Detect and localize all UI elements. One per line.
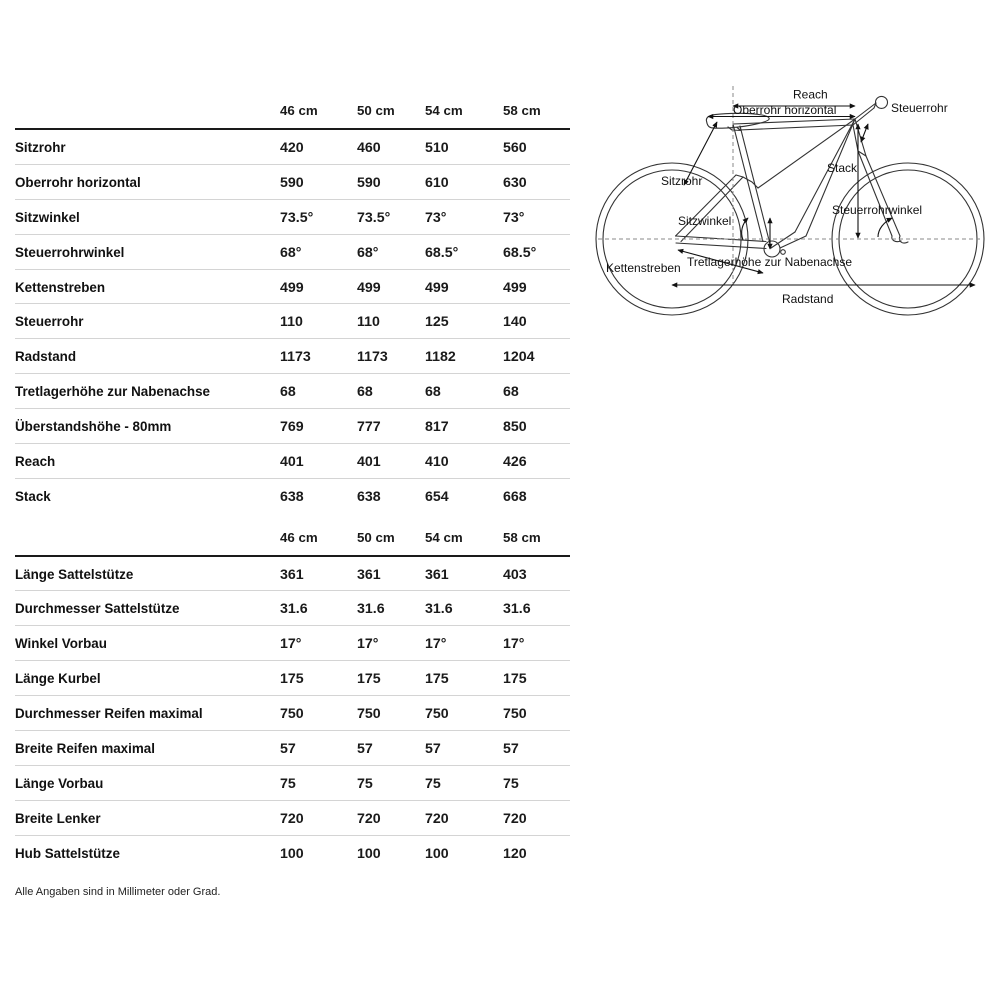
svg-text:Sitzrohr: Sitzrohr [661,174,702,188]
svg-text:Stack: Stack [827,161,858,175]
svg-text:Kettenstreben: Kettenstreben [606,261,681,275]
svg-text:Oberrohr horizontal: Oberrohr horizontal [733,103,836,117]
svg-text:Radstand: Radstand [782,292,833,306]
svg-text:Tretlagerhöhe zur Nabenachse: Tretlagerhöhe zur Nabenachse [687,255,852,269]
svg-text:Steuerrohrwinkel: Steuerrohrwinkel [832,203,922,217]
svg-text:Steuerrohr: Steuerrohr [891,101,948,115]
svg-text:Reach: Reach [793,88,828,102]
svg-text:Sitzwinkel: Sitzwinkel [678,214,731,228]
